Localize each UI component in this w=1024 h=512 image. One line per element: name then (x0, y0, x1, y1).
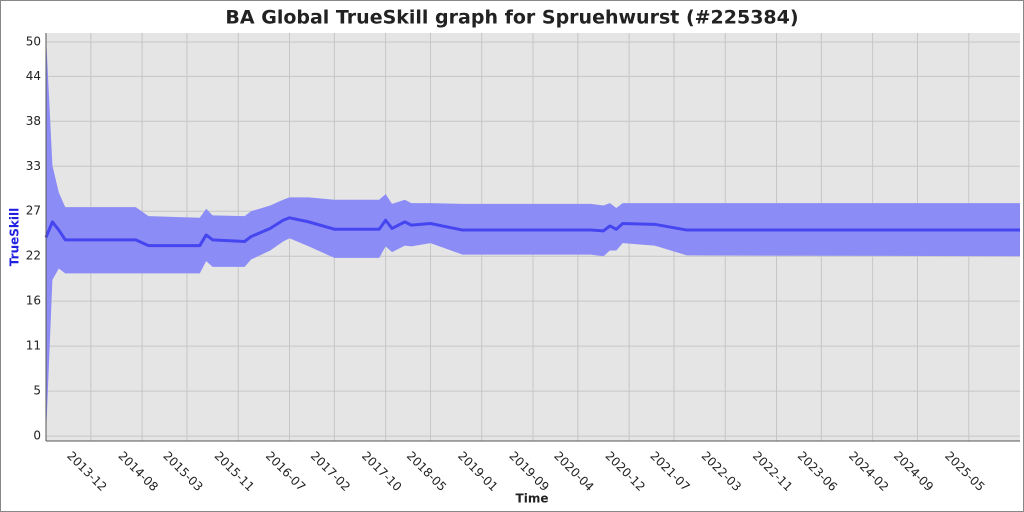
y-tick-label: 22 (26, 249, 41, 263)
y-tick-label: 44 (26, 69, 41, 83)
uncertainty-band (46, 35, 1020, 437)
y-tick-label: 50 (26, 34, 41, 48)
x-axis-label: Time (516, 492, 549, 506)
y-tick-label: 16 (26, 294, 41, 308)
y-axis-label: TrueSkill (8, 208, 22, 266)
y-tick-label: 38 (26, 114, 41, 128)
y-tick-label: 5 (33, 384, 41, 398)
y-tick-label: 27 (26, 204, 41, 218)
chart-title: BA Global TrueSkill graph for Spruehwurs… (225, 7, 798, 29)
y-tick-label: 11 (26, 339, 41, 353)
trueskill-line (44, 216, 1020, 248)
y-tick-label: 0 (33, 429, 41, 443)
y-tick-label: 33 (26, 159, 41, 173)
